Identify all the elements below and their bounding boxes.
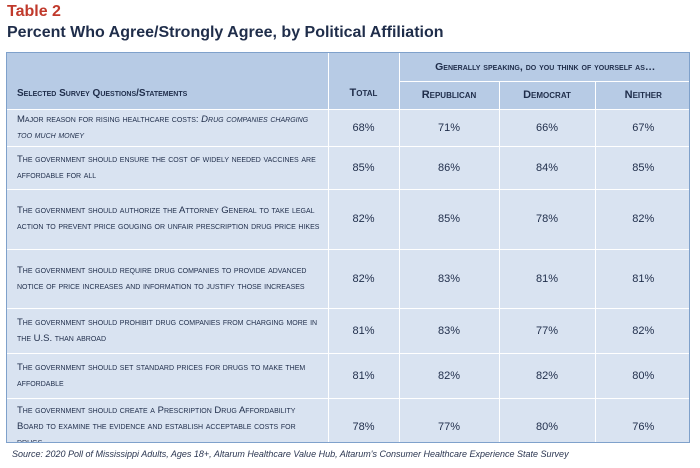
table-row: The government should require drug compa…: [7, 248, 689, 309]
table-row: The government should prohibit drug comp…: [7, 307, 689, 354]
republican-value: 77%: [398, 397, 500, 442]
question-cell: The government should authorize the Atto…: [7, 188, 329, 250]
total-value: 81%: [327, 352, 400, 399]
total-value: 85%: [327, 145, 400, 190]
neither-value: 81%: [594, 248, 689, 309]
total-column-header: Total: [327, 53, 400, 110]
total-value: 68%: [327, 108, 400, 147]
neither-value: 82%: [594, 307, 689, 354]
table-title: Percent Who Agree/Strongly Agree, by Pol…: [7, 24, 444, 41]
neither-column-header: Neither: [594, 80, 689, 110]
neither-value: 80%: [594, 352, 689, 399]
democrat-value: 78%: [498, 188, 596, 250]
question-column-header: Selected Survey Questions/Statements: [7, 53, 329, 110]
republican-value: 86%: [398, 145, 500, 190]
neither-value: 82%: [594, 188, 689, 250]
question-cell: The government should prohibit drug comp…: [7, 307, 329, 354]
question-cell: Major reason for rising healthcare costs…: [7, 108, 329, 147]
total-value: 81%: [327, 307, 400, 354]
neither-value: 85%: [594, 145, 689, 190]
survey-table: Selected Survey Questions/Statements Tot…: [6, 52, 690, 443]
democrat-value: 77%: [498, 307, 596, 354]
table-row: The government should create a Prescript…: [7, 397, 689, 442]
republican-value: 82%: [398, 352, 500, 399]
header-row-top: Selected Survey Questions/Statements Tot…: [7, 53, 689, 110]
table-row: The government should set standard price…: [7, 352, 689, 399]
republican-value: 83%: [398, 248, 500, 309]
republican-value: 71%: [398, 108, 500, 147]
affiliation-group-header: Generally speaking, do you think of your…: [398, 53, 689, 82]
democrat-value: 81%: [498, 248, 596, 309]
neither-value: 67%: [594, 108, 689, 147]
table-row: The government should ensure the cost of…: [7, 145, 689, 190]
republican-value: 83%: [398, 307, 500, 354]
question-cell: The government should require drug compa…: [7, 248, 329, 309]
democrat-value: 66%: [498, 108, 596, 147]
democrat-value: 80%: [498, 397, 596, 442]
democrat-value: 82%: [498, 352, 596, 399]
question-cell: The government should create a Prescript…: [7, 397, 329, 442]
total-value: 82%: [327, 248, 400, 309]
democrat-value: 84%: [498, 145, 596, 190]
question-cell: The government should set standard price…: [7, 352, 329, 399]
source-note: Source: 2020 Poll of Mississippi Adults,…: [12, 449, 569, 459]
table-number: Table 2: [7, 3, 61, 20]
neither-value: 76%: [594, 397, 689, 442]
table-row: The government should authorize the Atto…: [7, 188, 689, 250]
question-cell: The government should ensure the cost of…: [7, 145, 329, 190]
democrat-column-header: Democrat: [498, 80, 596, 110]
total-value: 82%: [327, 188, 400, 250]
republican-column-header: Republican: [399, 80, 500, 110]
republican-value: 85%: [398, 188, 500, 250]
table-row: Major reason for rising healthcare costs…: [7, 108, 689, 147]
total-value: 78%: [327, 397, 400, 442]
